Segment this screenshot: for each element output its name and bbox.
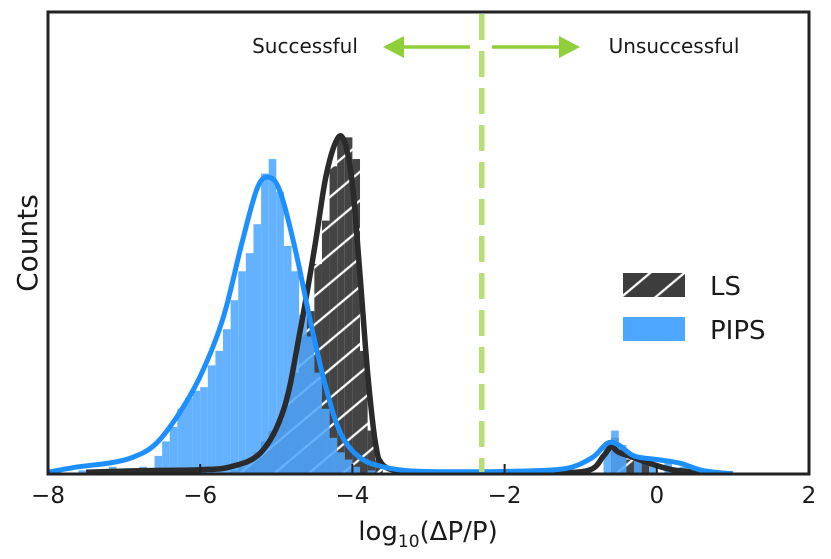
ls-bar xyxy=(367,430,376,474)
pips-kde-line xyxy=(48,174,734,474)
pips-bar xyxy=(649,463,657,474)
pips-bar xyxy=(352,466,361,474)
pips-bar xyxy=(291,271,300,474)
pips-bar xyxy=(200,387,208,474)
x-tick-label: −6 xyxy=(183,483,217,509)
pips-bar xyxy=(633,455,642,474)
pips-bars xyxy=(78,159,688,474)
ls-bar xyxy=(641,463,650,474)
pips-bar xyxy=(603,445,612,474)
ls-bar xyxy=(329,166,338,474)
pips-bar xyxy=(169,426,178,474)
x-tick-label: 0 xyxy=(649,483,664,509)
pips-bar xyxy=(367,470,376,474)
ls-bar xyxy=(626,459,634,474)
pips-bar xyxy=(268,159,277,474)
ls-bar xyxy=(337,137,345,474)
pips-bar xyxy=(177,408,185,474)
pips-bar xyxy=(154,455,163,474)
pips-bar xyxy=(306,336,315,474)
pips-bar xyxy=(299,314,307,474)
pips-bar xyxy=(261,173,269,474)
ls-bar xyxy=(321,220,330,474)
plot-frame xyxy=(46,10,811,476)
x-tick-label: −4 xyxy=(335,483,369,509)
pips-bar xyxy=(253,224,262,474)
pips-bar xyxy=(162,441,170,474)
annotations: Successful Unsuccessful xyxy=(252,34,739,58)
kde-lines xyxy=(48,133,734,474)
legend: LS PIPS xyxy=(623,272,766,346)
ls-bar xyxy=(352,159,361,474)
arrow-right-head xyxy=(559,36,580,58)
legend-swatch-pips xyxy=(623,317,685,341)
pips-bar xyxy=(192,390,201,474)
pips-bar xyxy=(245,253,254,474)
pips-bar xyxy=(344,459,353,474)
legend-label-ls: LS xyxy=(710,272,741,302)
x-tick-label: 2 xyxy=(802,483,817,509)
legend-label-pips: PIPS xyxy=(710,316,766,346)
pips-bar xyxy=(314,372,322,474)
legend-swatch-ls xyxy=(623,273,685,297)
pips-bar xyxy=(283,245,292,474)
ls-kde-line xyxy=(86,133,734,474)
x-axis-label-main: log xyxy=(358,517,398,547)
pips-bar xyxy=(276,191,284,474)
pips-bar xyxy=(207,365,216,474)
ls-bar xyxy=(360,350,368,474)
pips-bar xyxy=(230,300,239,474)
x-axis-label-tail: (ΔP/P) xyxy=(420,517,498,547)
pips-bar xyxy=(321,408,330,474)
y-axis-label: Counts xyxy=(11,194,44,292)
x-axis-label-subscript: 10 xyxy=(398,532,420,552)
annotation-successful: Successful xyxy=(252,34,358,58)
ls-bar xyxy=(344,137,353,474)
pips-bar xyxy=(329,437,338,474)
x-tick-label: −2 xyxy=(488,483,522,509)
pips-bar xyxy=(184,397,193,474)
pips-bar xyxy=(215,350,224,474)
annotation-unsuccessful: Unsuccessful xyxy=(609,34,740,58)
pips-bar xyxy=(238,271,246,474)
x-axis-ticks: −8 −6 −4 −2 0 2 xyxy=(31,464,816,509)
x-tick-label: −8 xyxy=(31,483,65,509)
pips-bar xyxy=(223,329,231,474)
pips-bar xyxy=(78,470,87,474)
ls-bar xyxy=(314,264,322,474)
plot-area xyxy=(48,14,734,474)
x-axis-label: log10(ΔP/P) xyxy=(358,517,497,552)
pips-bar xyxy=(337,452,345,474)
pips-bar xyxy=(618,445,627,474)
arrow-left-head xyxy=(383,36,404,58)
